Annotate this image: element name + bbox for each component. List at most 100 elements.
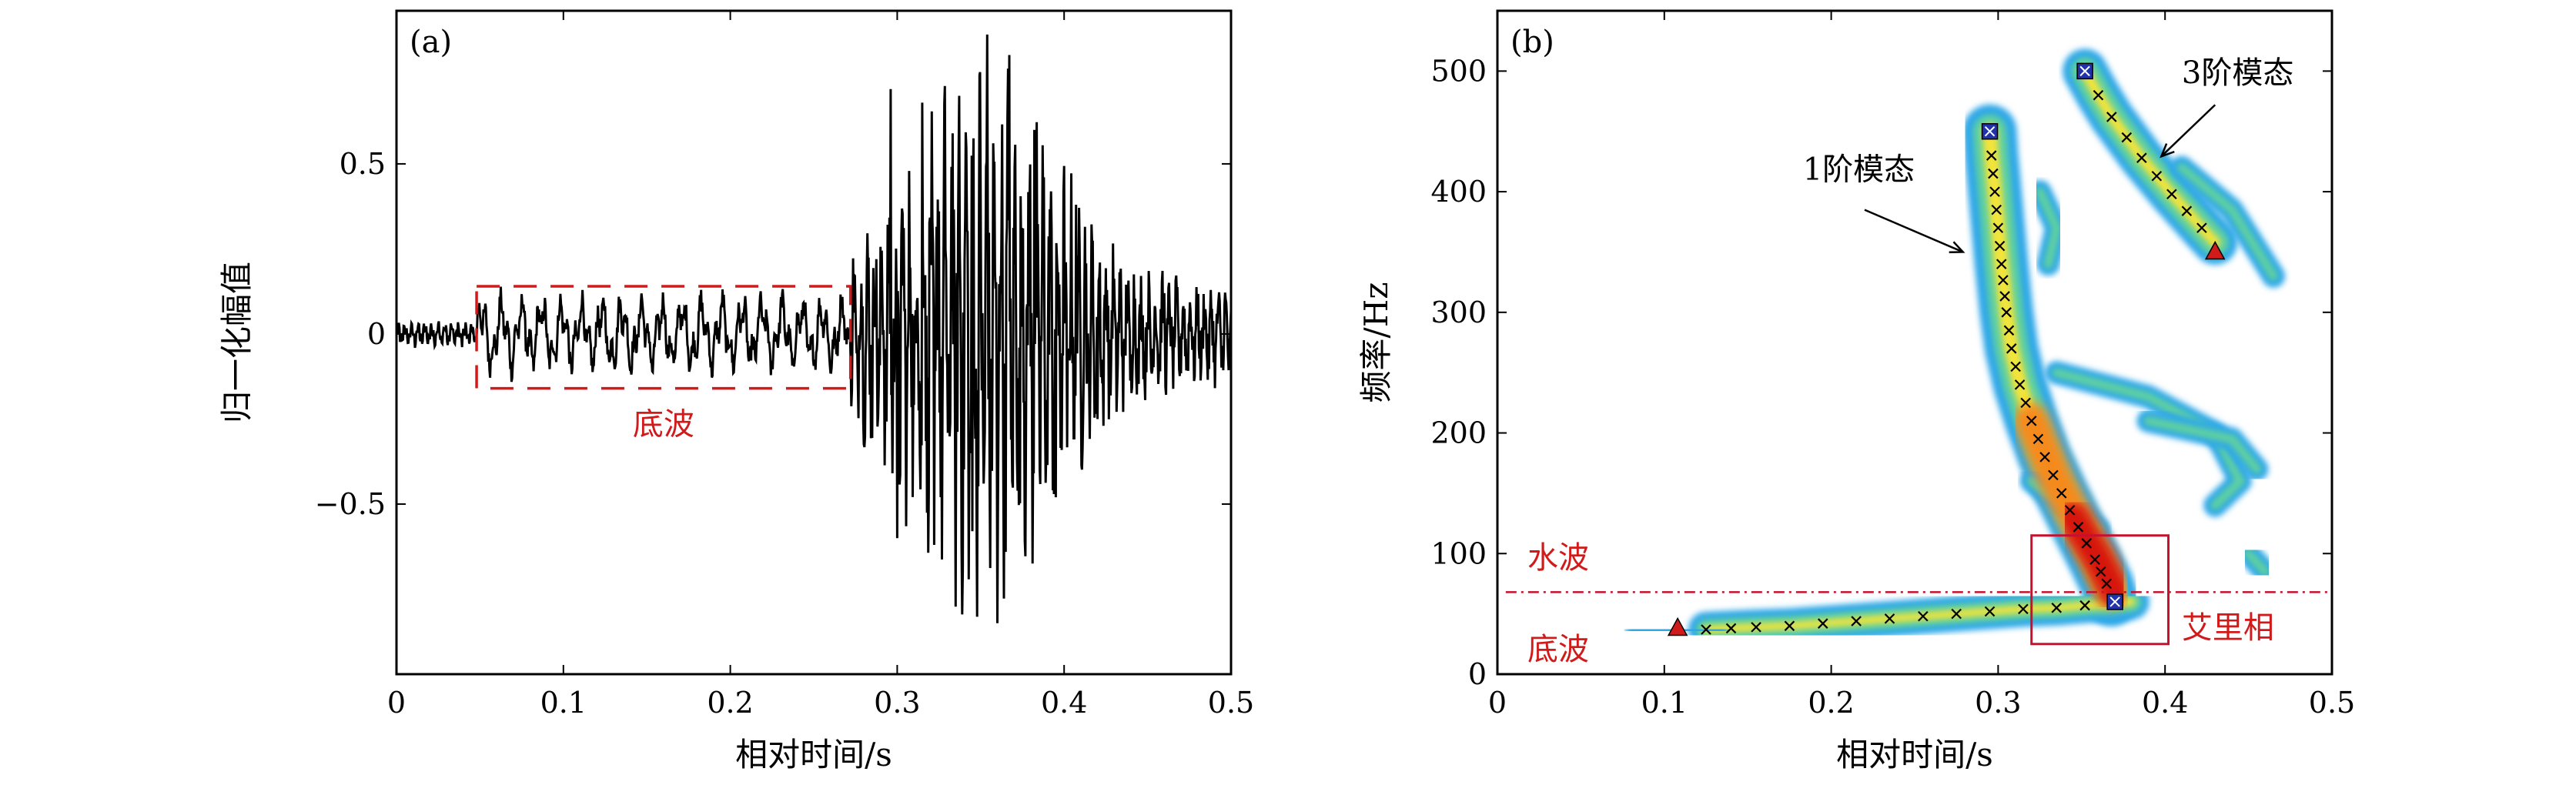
bottom-wave-cross — [1725, 623, 1737, 634]
mode-1-cross — [2089, 554, 2100, 565]
panel-a-label: (a) — [410, 25, 452, 60]
panel-a-x-ticks: 0 0.1 0.2 0.3 0.4 0.5 — [387, 11, 1254, 720]
mode-1-cross — [2003, 325, 2015, 336]
mode-1-cross — [1989, 186, 2000, 197]
panel-b-annotations: 3阶模态 1阶模态 水波 底波 艾里相 — [1527, 55, 2293, 667]
mode-1-cross — [2026, 416, 2037, 426]
airy-phase-box — [2030, 534, 2170, 646]
mode-1-cross — [2081, 538, 2093, 549]
mode-1-cross — [2014, 379, 2026, 390]
spectrum-lobe-core — [2243, 549, 2270, 576]
mode-1-cross — [2006, 343, 2017, 354]
mode-1-label: 1阶模态 — [1803, 152, 1915, 187]
mode-1-cross — [2095, 566, 2106, 577]
mode-3-cross — [2151, 170, 2163, 182]
mode-3-cross — [2181, 205, 2193, 216]
bottom-wave-cross — [1701, 624, 1711, 635]
mode-1-cross — [1998, 275, 2009, 286]
spectrum-lobe-core — [2143, 416, 2262, 474]
y-tick-label: 100 — [1430, 536, 1487, 570]
bottom-wave-cross — [1884, 613, 1895, 624]
mode-1-cross — [2073, 522, 2084, 533]
mode-1-cross — [2032, 433, 2044, 445]
mode-1-cross — [2020, 397, 2031, 409]
x-tick-label: 0.4 — [2142, 686, 2188, 720]
airy-phase-label: 艾里相 — [2182, 610, 2274, 646]
mode-3-arrow-head — [2159, 143, 2175, 159]
mode-1-cross — [1986, 150, 1997, 161]
square-marker-cross — [2079, 65, 2090, 77]
mode-1-cross — [2101, 578, 2113, 590]
bottom-wave-label: 底波 — [633, 407, 694, 443]
bottom-wave-cross — [1784, 620, 1795, 632]
x-tick-label: 0.3 — [874, 686, 920, 720]
x-tick-label: 0 — [387, 686, 406, 720]
mode-1-cross — [1991, 204, 2002, 215]
x-tick-label: 0.4 — [1041, 686, 1087, 720]
mode-3-cross — [2093, 89, 2104, 101]
bottom-wave-cross — [2079, 600, 2090, 611]
mode-3-cross — [2106, 112, 2117, 122]
x-tick-label: 0 — [1488, 686, 1507, 720]
bottom-wave-cross — [1918, 610, 1929, 622]
x-tick-label: 0.2 — [707, 686, 753, 720]
bottom-wave-cross — [1751, 622, 1761, 633]
bottom-wave-cross — [2018, 603, 2029, 615]
panel-b-y-axis-label: 频率/Hz — [1357, 282, 1395, 403]
x-tick-label: 0.1 — [1641, 686, 1688, 720]
panel-b-x-axis-label: 相对时间/s — [1836, 736, 1993, 773]
y-tick-label: −0.5 — [315, 487, 386, 521]
bottom-wave-cross — [1984, 606, 1996, 617]
panel-a-y-axis-label: 归一化幅值 — [218, 262, 256, 423]
panel-b: 0 0.1 0.2 0.3 0.4 0.5 0 100 200 300 400 500 3阶模态 1… — [1357, 9, 2355, 773]
mode-1-arrow — [1864, 209, 1964, 253]
x-tick-label: 0.5 — [2309, 686, 2355, 720]
x-tick-label: 0.2 — [1808, 686, 1854, 720]
panel-a-signal-group — [395, 34, 1233, 623]
mode-3-arrow — [2160, 104, 2216, 158]
mode-curves — [1505, 62, 2332, 646]
mode-1-cross — [2039, 452, 2050, 463]
mode-1-arrow-head — [1949, 241, 1965, 253]
panel-a: 底波 0 0.1 0.2 0.3 0.4 0.5 0.50−0.5 (a) 相对时间/s … — [218, 9, 1254, 773]
x-tick-label: 0.1 — [540, 686, 587, 720]
bottom-wave-cross — [1851, 616, 1862, 626]
y-tick-label: 200 — [1430, 416, 1487, 450]
mode-1-cross — [1994, 240, 2006, 252]
x-tick-label: 0.5 — [1208, 686, 1254, 720]
mode-1-cross — [1992, 222, 2004, 233]
mode-1-cross — [1999, 291, 2010, 302]
spectrum-lobe-core — [2176, 162, 2279, 281]
mode-3-cross — [2166, 189, 2177, 200]
panel-b-frame — [1496, 9, 2333, 676]
x-tick-label: 0.3 — [1975, 686, 2021, 720]
bottom-wave-cross — [2051, 603, 2062, 613]
panel-a-x-axis-label: 相对时间/s — [735, 736, 892, 773]
mode-1-cross — [2056, 488, 2067, 499]
spectrum-lobe-core — [2035, 187, 2062, 269]
panel-b-plot-area — [1497, 11, 2332, 674]
y-tick-label: 0 — [367, 317, 386, 351]
panel-b-x-ticks: 0 0.1 0.2 0.3 0.4 0.5 — [1488, 11, 2355, 720]
mode-1-cross — [2001, 307, 2012, 318]
bottom-wave-label-b: 底波 — [1527, 632, 1589, 667]
y-tick-label: 400 — [1430, 175, 1487, 209]
triangle-marker — [1667, 616, 1688, 636]
mode-1-cross — [1988, 168, 1999, 179]
y-tick-label: 300 — [1430, 296, 1487, 329]
triangle-marker — [2204, 240, 2226, 260]
panel-a-y-ticks: 0.5 0 −0.5 — [315, 147, 1231, 521]
mode-1-cross — [2010, 361, 2021, 372]
panel-b-y-ticks: 0 100 200 300 400 500 — [1430, 54, 2332, 691]
y-tick-label: 0.5 — [340, 147, 386, 181]
waveform-line — [395, 34, 1233, 623]
bottom-wave-dashed-box — [475, 285, 852, 390]
y-tick-label: 500 — [1430, 54, 1487, 88]
mode-1-cross — [2048, 469, 2059, 481]
square-marker-cross — [1984, 126, 1996, 137]
mode-3-cross — [2196, 222, 2207, 233]
water-wave-label: 水波 — [1527, 540, 1589, 576]
mode-1-cross — [2064, 505, 2076, 516]
panel-b-label: (b) — [1510, 25, 1554, 60]
